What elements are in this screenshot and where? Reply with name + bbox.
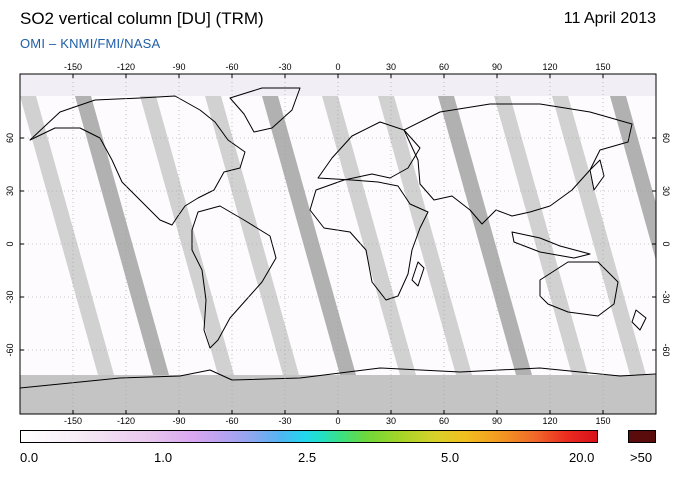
colorbar-label: 0.0 (20, 450, 39, 465)
map-layers (20, 74, 656, 414)
top-lon-label: -90 (172, 62, 185, 72)
top-lon-label: -120 (117, 62, 135, 72)
australia-outline (539, 261, 619, 317)
left-lat-label: 30 (5, 186, 15, 196)
no-data-swath (438, 96, 532, 375)
so2-map: -150 -120 -90 -60 -30 0 30 60 90 120 150… (5, 62, 671, 425)
right-lat-label: -30 (661, 290, 671, 303)
colorbar-overflow-label: >50 (630, 450, 653, 465)
left-lat-label: 0 (5, 241, 15, 246)
right-lat-label: 30 (661, 186, 671, 196)
no-data-swath (494, 96, 588, 375)
no-data-swath (610, 96, 656, 261)
top-lon-label: 0 (335, 62, 340, 72)
bottom-lon-label: -150 (64, 416, 82, 425)
no-data-swath (322, 96, 416, 375)
colorbar-label: 1.0 (154, 450, 173, 465)
colorbar-label: 5.0 (441, 450, 460, 465)
map-date: 11 April 2013 (563, 10, 656, 27)
top-lon-label: 150 (595, 62, 610, 72)
left-lat-label: -30 (5, 290, 15, 303)
top-lon-label: 90 (492, 62, 502, 72)
top-lon-label: 30 (386, 62, 396, 72)
right-lat-label: 60 (661, 133, 671, 143)
top-lon-labels: -150 -120 -90 -60 -30 0 30 60 90 120 150 (64, 62, 611, 72)
axis-tick-marks (20, 74, 656, 414)
south-america-outline (191, 205, 277, 349)
colorbar-overflow-swatch (628, 430, 656, 443)
madagascar-outline (411, 261, 425, 287)
bottom-lon-label: 60 (439, 416, 449, 425)
bottom-lon-label: 90 (492, 416, 502, 425)
right-lat-labels: 60 30 0 -30 -60 (661, 133, 671, 357)
map-title: SO2 vertical column [DU] (TRM) (20, 9, 264, 28)
no-data-swath (378, 96, 472, 375)
colorbar-label: 20.0 (569, 450, 595, 465)
new-zealand-outline (631, 309, 647, 331)
top-lon-label: -30 (278, 62, 291, 72)
colorbar-label: 2.5 (298, 450, 317, 465)
top-lon-label: 60 (439, 62, 449, 72)
bottom-lon-label: 150 (595, 416, 610, 425)
right-lat-label: -60 (661, 343, 671, 356)
bottom-lon-label: -90 (172, 416, 185, 425)
no-data-swaths (20, 96, 656, 375)
bottom-lon-label: -30 (278, 416, 291, 425)
left-lat-label: 60 (5, 133, 15, 143)
data-credit: OMI – KNMI/FMI/NASA (20, 36, 161, 51)
top-lon-label: 120 (542, 62, 557, 72)
bottom-lon-label: -60 (225, 416, 238, 425)
bottom-lon-labels: -150 -120 -90 -60 -30 0 30 60 90 120 150 (64, 416, 611, 425)
graticule (20, 74, 656, 414)
land-outlines (20, 87, 656, 389)
colorbar (20, 430, 598, 443)
japan-outline (589, 159, 605, 191)
indonesia-outline (511, 231, 591, 259)
antarctica-outline (20, 367, 656, 389)
top-lon-label: -150 (64, 62, 82, 72)
no-data-swath (205, 96, 299, 375)
bottom-lon-label: 120 (542, 416, 557, 425)
no-data-swath (140, 96, 234, 375)
left-lat-labels: 60 30 0 -30 -60 (5, 133, 15, 357)
north-america-outline (29, 95, 246, 226)
no-data-swath (262, 96, 356, 375)
no-data-swath (75, 96, 169, 375)
right-lat-label: 0 (661, 241, 671, 246)
bottom-lon-label: 30 (386, 416, 396, 425)
top-lon-label: -60 (225, 62, 238, 72)
greenland-outline (229, 87, 301, 133)
bottom-lon-label: -120 (117, 416, 135, 425)
left-lat-label: -60 (5, 343, 15, 356)
no-data-swath (20, 96, 114, 375)
no-data-swath (552, 96, 646, 375)
bottom-lon-label: 0 (335, 416, 340, 425)
europe-africa-outline (309, 121, 429, 301)
